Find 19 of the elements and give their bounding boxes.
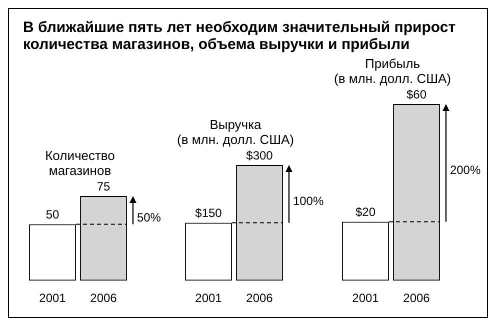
chart-title: Количество магазинов — [45, 148, 115, 178]
text: 200% — [449, 163, 480, 178]
data-label: $150 — [194, 206, 222, 220]
data-label: $60 — [406, 87, 426, 102]
x-tick-label: 2006 — [402, 291, 430, 306]
x-tick-label: 2006 — [90, 291, 118, 306]
x-tick-label: 2001 — [39, 291, 66, 306]
x-tick-label: 2001 — [194, 291, 222, 306]
text: 100% — [292, 194, 324, 208]
data-label: $20 — [354, 205, 376, 220]
text: 50% — [136, 210, 162, 224]
chart-title: Выручка (в млн. долл. США) — [177, 117, 294, 147]
x-tick-label: 2001 — [352, 291, 379, 306]
data-label: 75 — [96, 179, 110, 194]
chart-title: Прибыль (в млн. долл. США) — [334, 56, 451, 86]
data-label: $300 — [246, 148, 273, 162]
x-tick-label: 2006 — [246, 291, 273, 306]
text: В ближайшие пять лет необходим значительный прирост количества магазинов, объема выручки и прибыли — [22, 18, 457, 53]
data-label: 50 — [46, 208, 60, 222]
